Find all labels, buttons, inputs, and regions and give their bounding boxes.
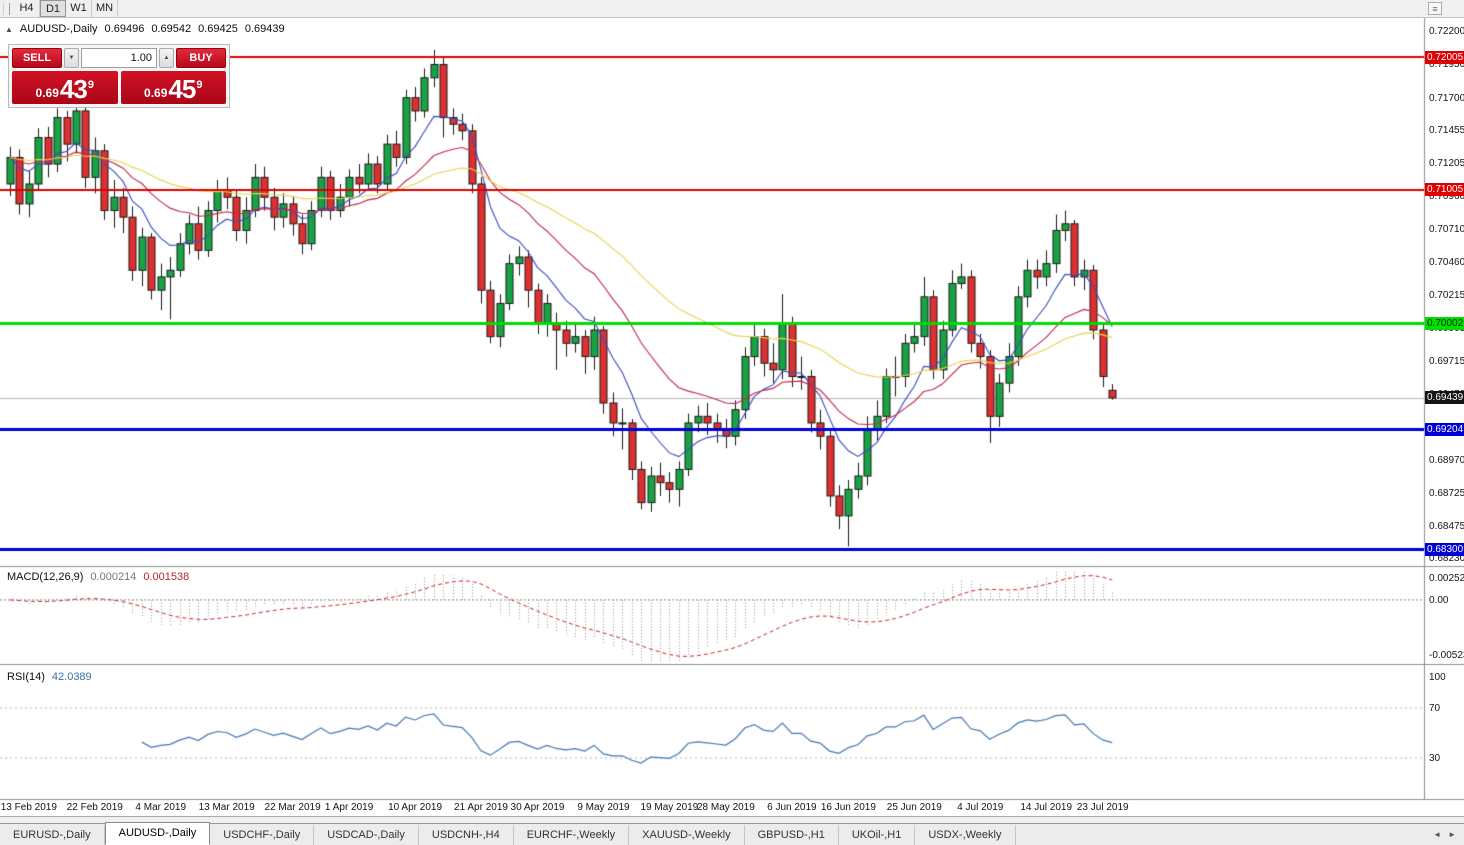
current-price-badge: 0.69439 (1425, 391, 1464, 405)
buy-price[interactable]: 0.69 45 9 (120, 71, 226, 104)
tab-audusd-daily[interactable]: AUDUSD-,Daily (104, 822, 211, 845)
timeframe-d1[interactable]: D1 (40, 0, 66, 17)
price-scale-label: 0.68725 (1429, 487, 1464, 499)
sell-price-pips: 43 (59, 74, 88, 104)
date-label: 19 May 2019 (640, 802, 699, 813)
tab-scroll-right-icon[interactable]: ► (1448, 830, 1456, 839)
tab-eurchf-weekly[interactable]: EURCHF-,Weekly (514, 825, 630, 845)
date-label: 10 Apr 2019 (388, 802, 443, 813)
chart-canvas[interactable] (0, 18, 1464, 816)
sell-price-figure: 0.69 (35, 86, 59, 100)
price-scale-label: 0.69715 (1429, 356, 1464, 368)
tab-xauusd-weekly[interactable]: XAUUSD-,Weekly (629, 825, 745, 845)
macd-scale-label: 0.002522 (1429, 573, 1464, 584)
sell-price[interactable]: 0.69 43 9 (12, 71, 118, 104)
ohlc-open: 0.69496 (104, 23, 145, 35)
tab-usdx-weekly[interactable]: USDX-,Weekly (915, 825, 1016, 845)
date-label: 14 Jul 2019 (1020, 802, 1073, 813)
price-scale-label: 0.70215 (1429, 289, 1464, 301)
macd-value-signal: 0.001538 (143, 571, 190, 583)
timeframe-h4[interactable]: H4 (14, 0, 40, 17)
price-scale-label: 0.72200 (1429, 26, 1464, 38)
price-level-badge: 0.72005 (1425, 50, 1464, 64)
macd-value-main: 0.000214 (90, 571, 137, 583)
price-scale-label: 0.71205 (1429, 158, 1464, 170)
chart-tabs: EURUSD-,Daily AUDUSD-,Daily USDCHF-,Daily U… (0, 822, 1016, 845)
rsi-scale-label: 70 (1429, 702, 1441, 714)
macd-name: MACD(12,26,9) (7, 571, 84, 583)
date-label: 25 Jun 2019 (886, 802, 942, 813)
symbol-title: AUDUSD-,Daily (19, 23, 98, 35)
rsi-name: RSI(14) (7, 671, 45, 683)
toolbar-grip[interactable] (3, 2, 10, 15)
chart-menu-button[interactable]: ≡ (1428, 2, 1442, 15)
ohlc-low: 0.69425 (198, 23, 238, 35)
date-label: 30 Apr 2019 (510, 802, 565, 813)
macd-scale-label: 0.00 (1429, 594, 1449, 606)
tab-ukoil-h1[interactable]: UKOil-,H1 (839, 825, 916, 845)
tab-scroll-left-icon[interactable]: ◄ (1433, 830, 1442, 839)
price-level-badge: 0.71005 (1425, 183, 1464, 197)
date-label: 13 Feb 2019 (0, 802, 57, 813)
price-scale-label: 0.68970 (1429, 455, 1464, 467)
price-level-badge: 0.69204 (1425, 422, 1464, 436)
date-label: 21 Apr 2019 (454, 802, 508, 813)
timeframe-buttons: H4 D1 W1 MN (14, 0, 118, 17)
date-label: 22 Mar 2019 (264, 802, 321, 813)
date-label: 16 Jun 2019 (820, 802, 876, 813)
date-label: 4 Jul 2019 (957, 802, 1004, 813)
volume-increment-button[interactable]: ▲ (159, 48, 174, 68)
date-label: 23 Jul 2019 (1076, 802, 1129, 813)
macd-label: MACD(12,26,9) 0.000214 0.001538 (7, 571, 189, 583)
timeframe-mn[interactable]: MN (92, 0, 118, 17)
rsi-scale-label: 30 (1429, 752, 1441, 764)
macd-scale-label: -0.005234 (1429, 650, 1464, 661)
date-label: 9 May 2019 (577, 802, 630, 813)
tab-usdcnh-h4[interactable]: USDCNH-,H4 (419, 825, 514, 845)
price-scale-label: 0.68230 (1429, 553, 1464, 565)
price-level-badge: 0.70002 (1425, 316, 1464, 330)
rsi-label: RSI(14) 42.0389 (7, 671, 92, 683)
buy-button[interactable]: BUY (176, 48, 226, 68)
volume-decrement-button[interactable]: ▼ (64, 48, 79, 68)
horizontal-scrollbar-area[interactable] (0, 816, 1464, 823)
buy-price-point: 9 (196, 79, 203, 91)
price-scale-label: 0.71700 (1429, 92, 1464, 104)
date-label: 28 May 2019 (696, 802, 755, 813)
volume-input[interactable] (81, 48, 157, 68)
price-scale-label: 0.70710 (1429, 224, 1464, 236)
timeframe-w1[interactable]: W1 (66, 0, 92, 17)
ohlc-info: ▲ AUDUSD-,Daily 0.69496 0.69542 0.69425 … (5, 23, 285, 35)
sell-price-point: 9 (87, 79, 94, 91)
date-label: 22 Feb 2019 (66, 802, 123, 813)
date-label: 6 Jun 2019 (767, 802, 817, 813)
tab-eurusd-daily[interactable]: EURUSD-,Daily (0, 825, 105, 845)
ohlc-high: 0.69542 (151, 23, 192, 35)
toolbar: H4 D1 W1 MN ≡ (0, 0, 1464, 18)
date-label: 4 Mar 2019 (135, 802, 187, 813)
price-scale-label: 0.68475 (1429, 520, 1464, 532)
price-scale-label: 0.70460 (1429, 257, 1464, 269)
date-label: 13 Mar 2019 (198, 802, 255, 813)
tab-scroll-arrows: ◄ ► (1425, 824, 1464, 845)
chart-tab-bar: EURUSD-,Daily AUDUSD-,Daily USDCHF-,Daily U… (0, 822, 1464, 845)
chart-window: ▲ AUDUSD-,Daily 0.69496 0.69542 0.69425 … (0, 18, 1464, 816)
price-scale-label: 0.71950 (1429, 59, 1464, 71)
sell-button[interactable]: SELL (12, 48, 62, 68)
one-click-trade-panel: SELL ▼ ▲ BUY 0.69 43 9 0.69 45 9 (8, 44, 230, 108)
ohlc-close: 0.69439 (244, 23, 285, 35)
rsi-value: 42.0389 (51, 671, 92, 683)
buy-price-figure: 0.69 (144, 86, 168, 100)
collapse-trade-panel-icon[interactable]: ▲ (5, 24, 13, 34)
price-level-badge: 0.68300 (1425, 542, 1464, 556)
rsi-scale-label: 100 (1429, 672, 1446, 683)
tab-usdcad-daily[interactable]: USDCAD-,Daily (314, 825, 419, 845)
buy-price-pips: 45 (168, 74, 196, 104)
tab-usdchf-daily[interactable]: USDCHF-,Daily (210, 825, 315, 845)
tab-gbpusd-h1[interactable]: GBPUSD-,H1 (745, 825, 839, 845)
price-scale-label: 0.71455 (1429, 125, 1464, 137)
date-label: 1 Apr 2019 (324, 802, 374, 813)
